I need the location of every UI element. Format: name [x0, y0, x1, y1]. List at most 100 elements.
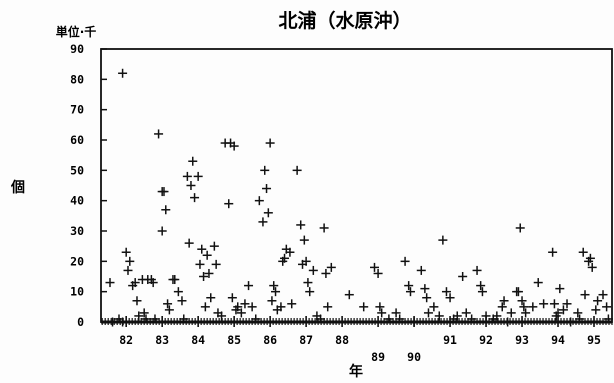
data-point — [186, 181, 196, 190]
data-point — [441, 287, 451, 297]
data-point — [267, 296, 277, 306]
data-point — [422, 293, 432, 303]
x-tick-label: 91 — [443, 333, 457, 347]
data-point — [566, 317, 576, 327]
data-point — [472, 265, 482, 275]
data-point — [344, 290, 354, 300]
data-point — [157, 226, 167, 236]
data-point — [204, 268, 214, 278]
x-tick-label: 93 — [515, 333, 529, 347]
data-point — [558, 305, 568, 315]
data-point — [227, 293, 237, 303]
y-tick-label: 0 — [77, 315, 84, 329]
data-point — [539, 299, 549, 309]
x-axis-label: 年 — [349, 363, 363, 380]
data-point — [163, 299, 173, 309]
y-unit-label: 単位·千 — [56, 24, 97, 39]
data-point — [159, 187, 169, 197]
data-point — [247, 302, 257, 312]
data-point — [575, 314, 585, 324]
data-point — [391, 308, 401, 318]
y-tick-label: 80 — [70, 72, 84, 86]
x-tick-label: 92 — [479, 333, 493, 347]
x-tick-label: 86 — [263, 333, 277, 347]
data-point — [593, 296, 603, 306]
chart-title: 北浦（水原沖） — [278, 9, 411, 32]
data-point — [303, 278, 313, 288]
data-point — [254, 196, 264, 206]
data-point — [184, 238, 194, 248]
data-point — [240, 299, 250, 309]
data-point — [359, 302, 369, 312]
data-point — [395, 314, 405, 324]
x-tick-label: 95 — [587, 333, 601, 347]
data-point — [461, 308, 471, 318]
data-point — [121, 247, 131, 257]
data-point — [299, 235, 309, 245]
data-point — [373, 268, 383, 278]
data-point — [209, 241, 219, 251]
data-point — [134, 311, 144, 321]
data-point — [580, 290, 590, 300]
data-point — [476, 281, 486, 291]
data-point — [452, 311, 462, 321]
data-point — [280, 253, 290, 263]
data-point — [585, 253, 595, 263]
data-point — [319, 223, 329, 233]
data-point — [587, 262, 597, 272]
y-tick-label: 60 — [70, 133, 84, 147]
data-point — [200, 302, 210, 312]
data-point — [161, 205, 171, 215]
data-point — [206, 293, 216, 303]
y-tick-label: 10 — [70, 285, 84, 299]
y-axis-label: 個 — [10, 179, 25, 196]
data-point — [263, 208, 273, 218]
data-point — [292, 165, 302, 175]
data-point — [188, 156, 198, 166]
data-point — [123, 265, 133, 275]
data-point — [528, 302, 538, 312]
data-point — [506, 308, 516, 318]
data-point — [148, 278, 158, 288]
data-point — [404, 281, 414, 291]
data-point — [467, 314, 477, 324]
data-point — [533, 278, 543, 288]
data-point — [602, 302, 612, 312]
data-point — [316, 314, 326, 324]
data-point — [132, 296, 142, 306]
data-point — [211, 259, 221, 269]
data-point — [170, 275, 180, 285]
data-point — [251, 314, 261, 324]
x-tick-label: 85 — [227, 333, 241, 347]
data-point — [438, 235, 448, 245]
data-point — [578, 247, 588, 257]
data-point — [499, 296, 509, 306]
x-tick-label: 83 — [155, 333, 169, 347]
data-point — [308, 265, 318, 275]
data-point — [497, 302, 507, 312]
data-point — [553, 308, 563, 318]
x-tick-label: 87 — [299, 333, 313, 347]
x-tick-label: 88 — [335, 333, 349, 347]
data-point — [305, 287, 315, 297]
data-point — [369, 262, 379, 272]
data-point — [409, 317, 419, 327]
y-tick-label: 30 — [70, 224, 84, 238]
data-point — [492, 311, 502, 321]
data-point — [125, 256, 135, 266]
data-point — [517, 296, 527, 306]
data-point — [296, 220, 306, 230]
data-point — [598, 290, 608, 300]
data-point — [481, 311, 491, 321]
data-point — [105, 278, 115, 288]
data-point — [321, 268, 331, 278]
data-point — [285, 247, 295, 257]
data-point — [108, 317, 118, 327]
data-point — [555, 284, 565, 294]
data-point — [260, 165, 270, 175]
data-point — [236, 308, 246, 318]
data-point — [503, 317, 513, 327]
data-point — [197, 244, 207, 254]
